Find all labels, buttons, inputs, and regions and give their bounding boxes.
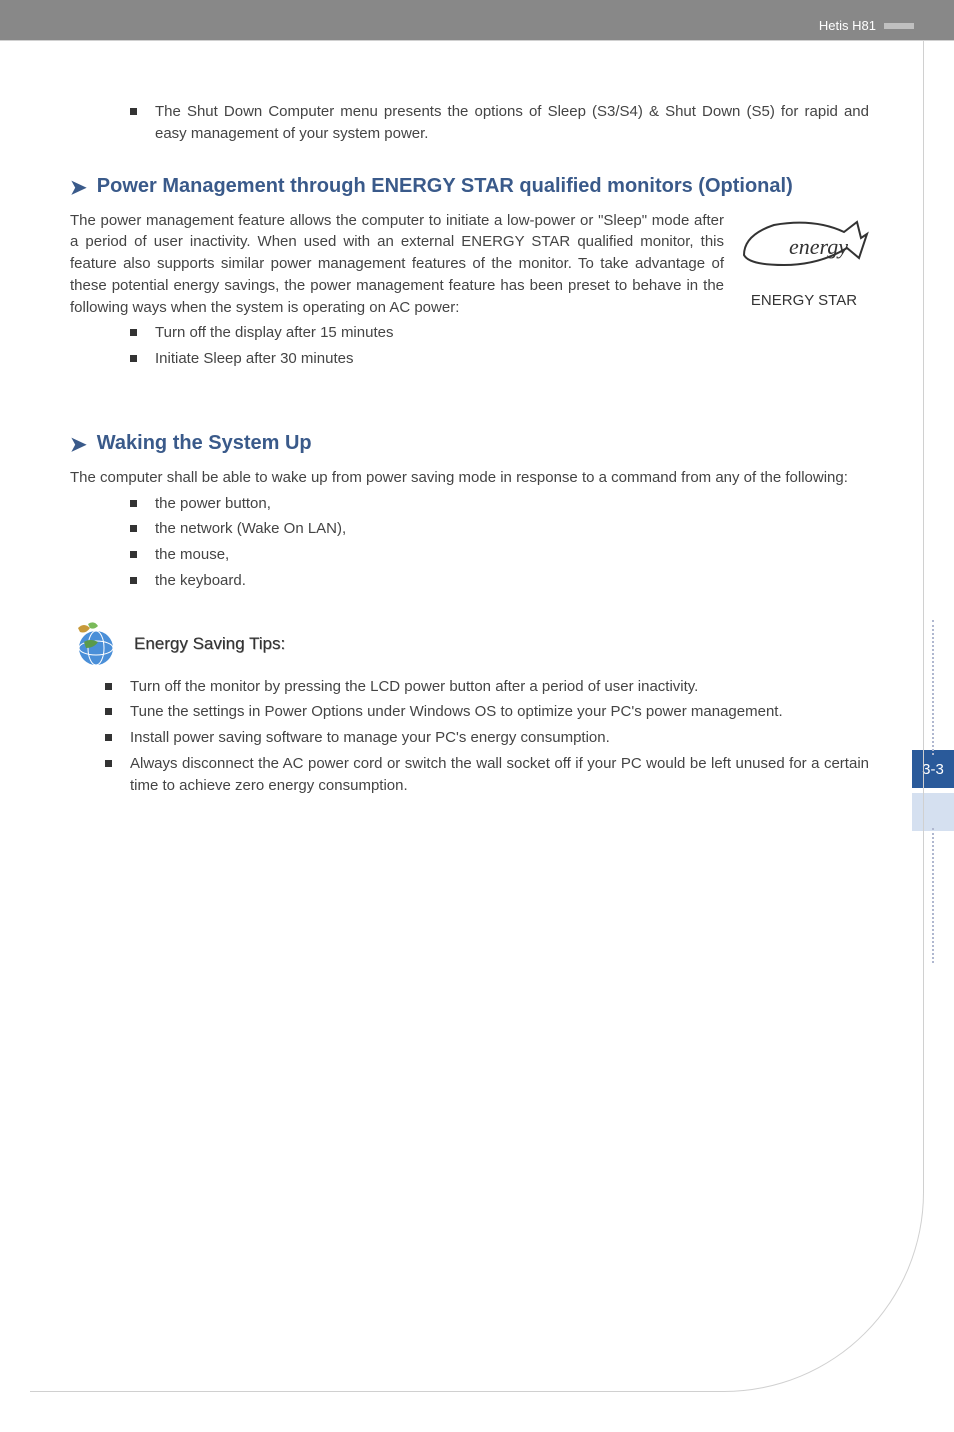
bullet-icon [105, 760, 112, 767]
bullet-text: the power button, [155, 493, 271, 515]
energy-star-icon: energy [739, 210, 869, 285]
tips-bullet-list: Turn off the monitor by pressing the LCD… [105, 676, 869, 797]
pm-bullet-list: Turn off the display after 15 minutes In… [130, 322, 869, 370]
section-heading-pm: ➤ Power Management through ENERGY STAR q… [70, 173, 869, 200]
bullet-text: Turn off the display after 15 minutes [155, 322, 393, 344]
globe-leaf-icon [70, 620, 122, 668]
header-background [0, 0, 954, 40]
header-title-wrap: Hetis H81 [819, 18, 914, 33]
list-item: Always disconnect the AC power cord or s… [105, 753, 869, 797]
section-heading-waking: ➤ Waking the System Up [70, 430, 869, 457]
bullet-text: Tune the settings in Power Options under… [130, 701, 783, 723]
list-item: the power button, [130, 493, 869, 515]
waking-heading-text: Waking the System Up [97, 430, 312, 457]
header-accent-bar [884, 23, 914, 29]
page-header: Hetis H81 [0, 0, 954, 40]
list-item: Install power saving software to manage … [105, 727, 869, 749]
bullet-text: Install power saving software to manage … [130, 727, 610, 749]
bullet-icon [130, 525, 137, 532]
list-item: the mouse, [130, 544, 869, 566]
bullet-text: the mouse, [155, 544, 229, 566]
waking-paragraph: The computer shall be able to wake up fr… [70, 467, 869, 489]
list-item: The Shut Down Computer menu presents the… [130, 101, 869, 145]
chevron-icon: ➤ [70, 432, 87, 457]
bullet-icon [130, 108, 137, 115]
energy-star-label: ENERGY STAR [739, 292, 869, 309]
waking-bullet-list: the power button, the network (Wake On L… [130, 493, 869, 592]
bullet-icon [105, 708, 112, 715]
bullet-text: Initiate Sleep after 30 minutes [155, 348, 353, 370]
bullet-text: Turn off the monitor by pressing the LCD… [130, 676, 698, 698]
bullet-text: Always disconnect the AC power cord or s… [130, 753, 869, 797]
list-item: Initiate Sleep after 30 minutes [130, 348, 869, 370]
bullet-icon [130, 551, 137, 558]
page-body: The Shut Down Computer menu presents the… [0, 41, 954, 864]
bullet-icon [130, 329, 137, 336]
pm-heading-text: Power Management through ENERGY STAR qua… [97, 173, 793, 200]
bullet-icon [105, 683, 112, 690]
product-name: Hetis H81 [819, 18, 876, 33]
bullet-icon [130, 577, 137, 584]
list-item: Turn off the monitor by pressing the LCD… [105, 676, 869, 698]
list-item: Turn off the display after 15 minutes [130, 322, 869, 344]
intro-bullet-list: The Shut Down Computer menu presents the… [130, 101, 869, 145]
chevron-icon: ➤ [70, 175, 87, 200]
bullet-text: the network (Wake On LAN), [155, 518, 346, 540]
list-item: the network (Wake On LAN), [130, 518, 869, 540]
energy-star-badge: energy ENERGY STAR [739, 210, 869, 309]
bullet-text: The Shut Down Computer menu presents the… [155, 101, 869, 145]
bullet-icon [130, 355, 137, 362]
tips-heading-text: Energy Saving Tips: [134, 634, 285, 654]
svg-text:energy: energy [789, 234, 848, 259]
tips-header: Energy Saving Tips: [70, 620, 869, 668]
list-item: Tune the settings in Power Options under… [105, 701, 869, 723]
list-item: the keyboard. [130, 570, 869, 592]
bullet-icon [105, 734, 112, 741]
bullet-icon [130, 500, 137, 507]
bullet-text: the keyboard. [155, 570, 246, 592]
